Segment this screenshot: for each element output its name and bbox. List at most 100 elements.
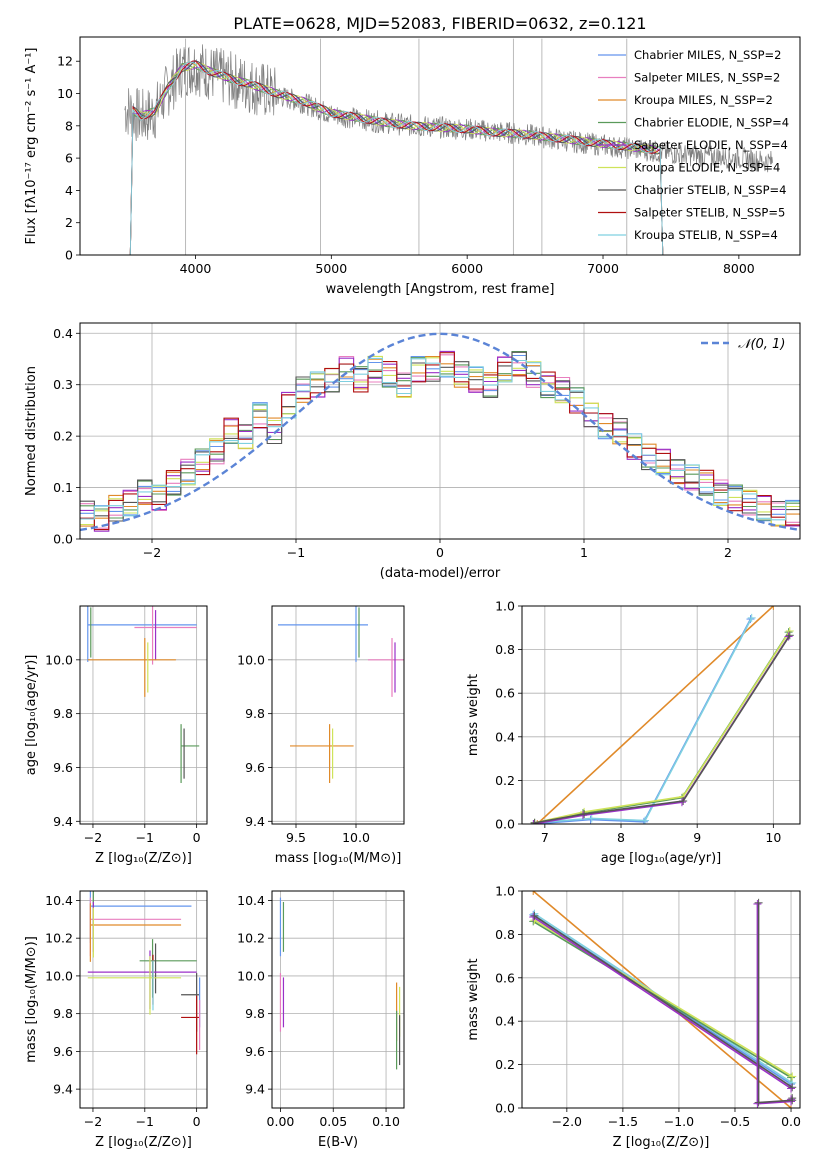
x-tick-label: 2 (724, 545, 732, 560)
panel-5: 7 8 9 10 0.0 0.2 0.4 0.6 0.8 1.0 age [log₁₀(age/yr… (466, 599, 801, 866)
y-tick-label: 10.2 (237, 931, 265, 946)
x-tick-label: 0.05 (319, 1114, 347, 1129)
panel-3: −2 −1 0 9.4 9.6 9.8 10.0 Z [log₁₀(Z/Z⊙)] age [lo… (24, 605, 208, 866)
x-tick-label: −2 (143, 545, 161, 560)
legend-label-1: Chabrier MILES, N_SSP=2 (634, 48, 781, 62)
x-tick-label: −0.5 (720, 1114, 750, 1129)
panel-6: −2 −1 0 9.4 9.6 9.8 10.0 10.2 10.4 Z [log₁₀(Z/Z⊙)… (24, 890, 208, 1150)
y-tick-label: 10.0 (45, 652, 73, 667)
weight-line-2 (534, 617, 753, 824)
x-tick-label: 0 (193, 830, 201, 845)
x-tick-label: 8000 (723, 261, 755, 276)
x-tick-label: −1.0 (664, 1114, 694, 1129)
axes-frame (79, 890, 208, 1109)
axes-frame (79, 605, 208, 825)
axes-frame (521, 605, 801, 825)
plot-area (87, 606, 200, 784)
y-tick-label: 0 (65, 248, 73, 263)
weight-line-4 (533, 915, 793, 1088)
y-tick-label: 0.2 (53, 429, 73, 444)
histogram-9 (80, 357, 800, 521)
data-spectrum (124, 44, 773, 173)
x-tick-label: −1 (136, 830, 154, 845)
y-axis-label: mass weight (466, 674, 481, 756)
plot-area (529, 606, 794, 824)
plot-area (529, 891, 797, 1108)
y-tick-label: 10.0 (237, 968, 265, 983)
y-tick-label: 0.8 (495, 642, 515, 657)
y-tick-label: 9.4 (53, 1082, 73, 1097)
x-axis-label: age [log₁₀(age/yr)] (601, 851, 722, 866)
x-tick-label: 0 (193, 1114, 201, 1129)
x-tick-label: 0 (436, 545, 444, 560)
y-axis-label: Normed distribution (24, 366, 39, 496)
y-tick-label: 9.6 (53, 1044, 73, 1059)
figure-title: PLATE=0628, MJD=52083, FIBERID=0632, z=0… (233, 14, 646, 33)
x-axis-label: mass [log₁₀(M/M⊙)] (275, 851, 402, 866)
y-axis-label: mass weight (466, 958, 481, 1040)
legend-label-8: Salpeter STELIB, N_SSP=5 (634, 206, 785, 220)
model-spectrum-5 (124, 65, 664, 255)
y-tick-label: 9.6 (245, 1044, 265, 1059)
axes-frame (79, 322, 801, 540)
y-tick-label: 0.2 (495, 1057, 515, 1072)
x-tick-label: −2 (84, 830, 102, 845)
y-tick-label: 9.8 (245, 706, 265, 721)
x-tick-label: 0.00 (267, 1114, 295, 1129)
weight-line-4 (532, 916, 792, 1090)
y-tick-label: 0.4 (53, 326, 73, 341)
axes-frame (271, 605, 405, 825)
legend-label-2: Salpeter MILES, N_SSP=2 (634, 71, 780, 85)
panel-2: −2 −1 0 1 2 0.0 0.1 0.2 0.3 0.4 (data-model)/error… (24, 322, 801, 581)
y-tick-label: 0.2 (495, 773, 515, 788)
weight-line-3 (533, 631, 790, 824)
x-tick-label: 9 (693, 830, 701, 845)
model-spectrum-6 (124, 63, 664, 255)
plot-area (80, 332, 800, 532)
weight-line-3 (532, 920, 792, 1079)
x-axis-label: Z [log₁₀(Z/Z⊙)] (95, 1135, 192, 1150)
y-tick-label: 10.0 (45, 968, 73, 983)
y-tick-label: 10.4 (237, 893, 265, 908)
model-spectrum-8 (124, 60, 664, 255)
x-tick-label: −2.0 (552, 1114, 582, 1129)
y-tick-label: 6 (65, 151, 73, 166)
x-tick-label: 1 (580, 545, 588, 560)
y-tick-label: 9.6 (53, 760, 73, 775)
axes-frame (271, 890, 405, 1109)
x-tick-label: −1 (287, 545, 305, 560)
weight-line-4 (534, 634, 791, 824)
plot-area (279, 897, 401, 1070)
y-tick-label: 9.4 (245, 814, 265, 829)
axes-frame (521, 890, 801, 1109)
panel-4: 9.5 10.0 9.4 9.6 9.8 10.0 mass [log₁₀(M/M⊙)] (237, 605, 405, 866)
model-spectrum-9 (124, 61, 664, 255)
y-tick-label: 9.8 (53, 706, 73, 721)
weight-line-3 (534, 630, 791, 824)
y-tick-label: 0.4 (495, 1014, 515, 1029)
y-axis-label: age [log₁₀(age/yr)] (24, 655, 39, 776)
y-tick-label: 9.6 (245, 760, 265, 775)
legend-label-3: Kroupa MILES, N_SSP=2 (634, 93, 773, 107)
plot-area (278, 606, 404, 784)
y-tick-label: 9.4 (245, 1082, 265, 1097)
legend-label-5: Salpeter ELODIE, N_SSP=4 (634, 138, 788, 152)
y-tick-label: 10.0 (237, 652, 265, 667)
y-tick-label: 0.8 (495, 927, 515, 942)
x-tick-label: 9.5 (286, 830, 306, 845)
y-tick-label: 1.0 (495, 599, 515, 614)
y-axis-label: mass [log₁₀(M/M⊙)] (24, 936, 39, 1063)
x-tick-label: 8 (617, 830, 625, 845)
y-tick-label: 8 (65, 118, 73, 133)
panel-1: 4000 5000 6000 7000 8000 0 2 4 6 8 10 12 wavelength … (24, 36, 801, 297)
model-spectrum-4 (124, 63, 664, 255)
y-tick-label: 0.0 (53, 532, 73, 547)
x-tick-label: 7 (541, 830, 549, 845)
y-tick-label: 2 (65, 215, 73, 230)
x-tick-label: −2 (84, 1114, 102, 1129)
y-tick-label: 0.1 (53, 480, 73, 495)
x-tick-label: 0.0 (781, 1114, 801, 1129)
x-tick-label: −1.5 (608, 1114, 638, 1129)
x-axis-label: E(B-V) (318, 1135, 358, 1150)
gaussian-curve (80, 332, 800, 532)
